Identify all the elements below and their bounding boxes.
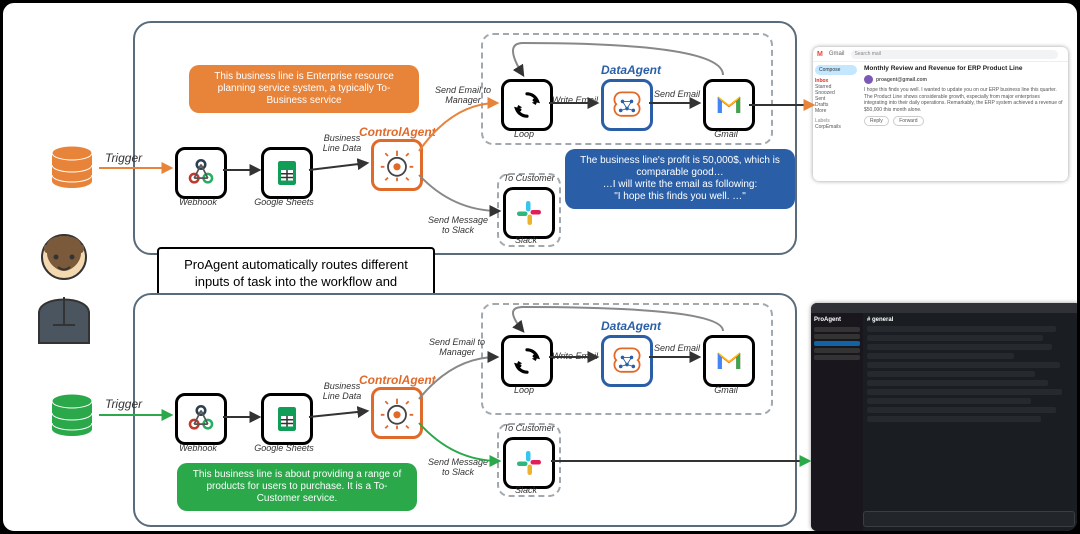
gmail-node-bottom [703, 335, 755, 387]
data-agent-node-top [601, 79, 653, 131]
gmail-label-top: Gmail [691, 129, 761, 139]
gmail-label[interactable]: CorpEmails [815, 124, 857, 130]
sheets-label-top: Google Sheets [249, 197, 319, 207]
callout-orange-top: This business line is Enterprise resourc… [189, 65, 419, 113]
diagram-frame: DataAgent Trigger Webhook Google Sheets … [0, 0, 1080, 534]
biz-line-label-bottom: Business Line Data [317, 381, 367, 401]
write-email-label-top: Write Email [549, 95, 601, 105]
send-mgr-label-bottom: Send Email to Manager [427, 337, 487, 357]
to-customer-label-bottom: To Customer [499, 423, 559, 433]
send-mgr-label-top: Send Email to Manager [433, 85, 493, 105]
send-slack-label-top: Send Message to Slack [423, 215, 493, 235]
slack-node-top [503, 187, 555, 239]
gmail-logo: M [817, 51, 823, 58]
webhook-label-bottom: Webhook [163, 443, 233, 453]
write-email-label-bottom: Write Email [549, 351, 601, 361]
to-customer-label-top: To Customer [499, 173, 559, 183]
gmail-brand: Gmail [829, 51, 845, 57]
slack-node-bottom [503, 437, 555, 489]
trigger-label-bottom: Trigger [105, 397, 142, 411]
slack-label-bottom: Slack [491, 485, 561, 495]
callout-green-bottom: This business line is about providing a … [177, 463, 417, 511]
loop-node-top [501, 79, 553, 131]
gmail-search[interactable]: Search mail [851, 50, 1058, 59]
gmail-body-pane: Monthly Review and Revenue for ERP Produ… [859, 62, 1068, 181]
webhook-node-top [175, 147, 227, 199]
sheets-label-bottom: Google Sheets [249, 443, 319, 453]
slack-sidebar: ProAgent [811, 313, 863, 531]
slack-channel: # general [867, 317, 1077, 323]
data-agent-label-bottom: DataAgent [601, 319, 661, 333]
biz-line-label-top: Business Line Data [317, 133, 367, 153]
send-email-label-top: Send Email [651, 89, 703, 99]
gmail-node-top [703, 79, 755, 131]
sheets-node-bottom [261, 393, 313, 445]
database-icon-green [47, 391, 97, 441]
slack-channel-pane: # general [863, 313, 1080, 531]
slack-screenshot: ProAgent # general [811, 303, 1080, 531]
gmail-avatar [864, 75, 873, 84]
slack-msg-input[interactable] [863, 511, 1075, 527]
gmail-screenshot: M Gmail Search mail Compose Inbox Starre… [813, 47, 1068, 181]
loop-label-top: Loop [489, 129, 559, 139]
gmail-from: proagent@gmail.com [876, 77, 927, 83]
callout-blue: The business line's profit is 50,000$, w… [565, 149, 795, 209]
control-agent-label-bottom: ControlAgent [359, 373, 436, 387]
control-agent-label-top: ControlAgent [359, 125, 436, 139]
gmail-forward-button[interactable]: Forward [893, 116, 923, 126]
gmail-subject: Monthly Review and Revenue for ERP Produ… [864, 65, 1063, 72]
sheets-node-top [261, 147, 313, 199]
gmail-compose[interactable]: Compose [815, 65, 857, 75]
webhook-node-bottom [175, 393, 227, 445]
webhook-label-top: Webhook [163, 197, 233, 207]
control-agent-node-bottom [371, 387, 423, 439]
gmail-reply-button[interactable]: Reply [864, 116, 889, 126]
person-icon [29, 225, 99, 345]
slack-workspace: ProAgent [814, 317, 860, 323]
slack-label-top: Slack [491, 235, 561, 245]
data-agent-node-bottom [601, 335, 653, 387]
loop-label-bottom: Loop [489, 385, 559, 395]
loop-node-bottom [501, 335, 553, 387]
send-email-label-bottom: Send Email [651, 343, 703, 353]
send-slack-label-bottom: Send Message to Slack [423, 457, 493, 477]
data-agent-label-top: DataAgent [601, 63, 661, 77]
gmail-side-5[interactable]: More [815, 108, 857, 114]
database-icon-orange [47, 143, 97, 193]
gmail-label-bottom: Gmail [691, 385, 761, 395]
gmail-msg-body: I hope this finds you well. I wanted to … [864, 87, 1063, 113]
control-agent-node-top [371, 139, 423, 191]
trigger-label-top: Trigger [105, 151, 142, 165]
gmail-sidebar: Compose Inbox Starred Snoozed Sent Draft… [813, 62, 859, 181]
